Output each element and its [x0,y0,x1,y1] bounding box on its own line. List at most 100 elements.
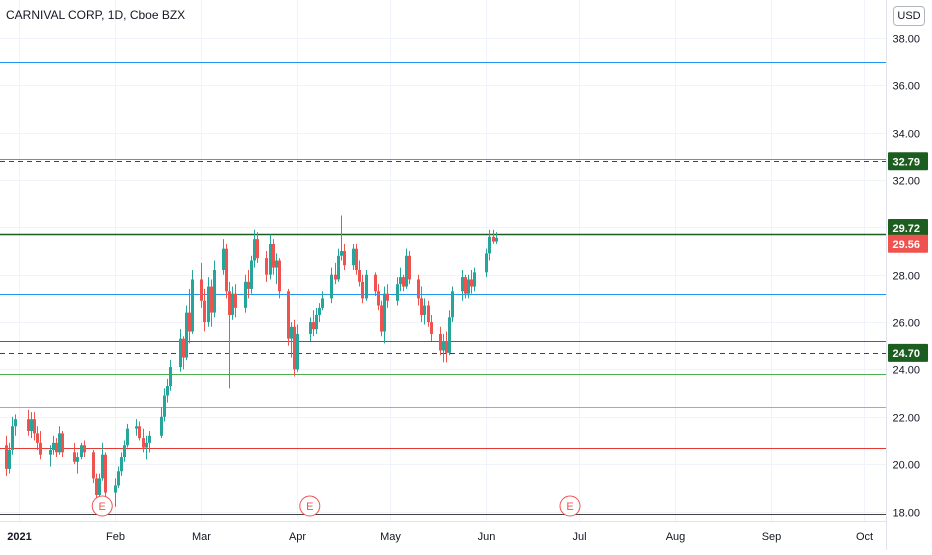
candle [104,452,107,498]
earnings-marker-circle[interactable] [91,495,113,517]
candle [160,407,163,439]
candle-body [330,274,333,299]
candle-body [337,255,340,280]
candle [49,445,52,467]
candle-body [492,236,495,242]
candle [473,267,476,292]
candle-body [73,452,76,462]
earnings-marker[interactable]: E [299,495,321,517]
candle-body [420,298,423,315]
price-tick-label: 18.00 [892,508,920,520]
earnings-marker[interactable]: E [91,495,113,517]
price-axis-tag: 29.72 [888,218,928,237]
candle-body [8,449,11,469]
candle [166,378,169,403]
candle [120,452,123,477]
candle-body [33,419,36,434]
candle [488,229,491,261]
candle [27,409,30,436]
time-axis[interactable]: 2021 Feb Mar Apr May Jun Jul Aug Sep Oct [7,531,873,543]
candle [485,248,488,278]
candle-body [27,419,30,432]
candle-body [104,454,107,493]
candle-body [222,248,225,270]
time-tick-label: Mar [192,531,211,543]
candle-body [80,445,83,458]
candle-body [461,277,464,292]
earnings-marker-circle[interactable] [559,495,581,517]
candle [396,277,399,306]
candle [386,284,389,308]
candle-body [495,237,498,242]
candles [5,215,498,507]
candle-body [287,291,290,339]
candle-body [334,274,337,280]
candle [73,442,76,465]
candle-body [278,260,281,292]
candle [334,262,337,285]
candle [442,333,445,363]
candle-body [138,426,141,439]
candle [5,435,8,477]
candle [80,442,83,460]
candle-body [210,286,213,313]
candle [337,248,340,282]
candle [461,269,464,301]
candle-body [256,239,259,259]
price-tag-bg [888,343,928,362]
candle [234,284,237,318]
candle-body [247,281,250,289]
candle-body [269,243,272,275]
candle-body [36,433,39,443]
candle [200,262,203,308]
candle-body [275,260,278,268]
grid-lines [0,0,886,521]
candle [321,291,324,311]
candle [470,269,473,294]
candle-body [58,433,61,453]
currency-button[interactable]: USD [893,6,925,26]
candle [445,331,448,363]
candle-body [380,305,383,332]
candle [287,288,290,346]
candle [451,286,454,323]
candle [405,248,408,289]
candle [145,435,148,460]
candle [225,243,228,299]
earnings-marker[interactable]: E [559,495,581,517]
time-tick-label: Jul [572,531,586,543]
earnings-marker-circle[interactable] [299,495,321,517]
candle [76,452,79,474]
candle-body [207,286,210,323]
time-tick-label: 2021 [7,531,31,543]
candle-body [49,449,52,455]
candle-body [399,277,402,285]
candle [142,428,145,453]
candle [207,277,210,327]
time-tick-label: Apr [289,531,306,543]
candle [95,473,98,500]
candle [365,269,368,301]
candle-body [445,341,448,353]
candle-body [55,442,58,453]
candle-body [423,305,426,315]
candle-body [340,251,343,256]
price-tag-text: 29.56 [892,239,920,251]
candle-body [98,478,101,495]
candle-body [386,293,389,301]
candle [343,243,346,270]
price-tick-label: 20.00 [892,460,920,472]
candle-body [312,322,315,330]
candle-body [430,322,433,334]
candle-body [142,438,145,448]
price-tag-text: 32.79 [892,156,920,168]
price-tag-text: 29.72 [892,223,920,235]
candle [191,269,194,334]
candle-body [448,317,451,353]
candle-body [160,416,163,436]
candle-body [296,333,299,370]
candle-body [488,236,491,254]
